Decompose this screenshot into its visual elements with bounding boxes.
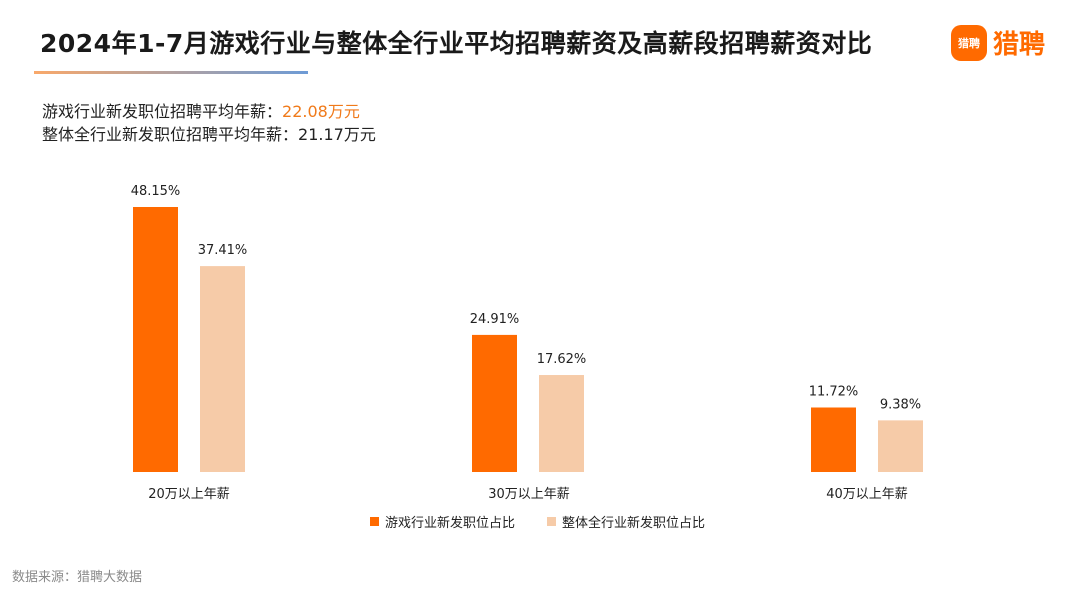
game-avg-salary-value: 22.08万元: [282, 102, 360, 121]
legend-item-overall: 整体全行业新发职位占比: [547, 512, 705, 531]
data-label-overall-0: 37.41%: [198, 243, 248, 258]
category-label-2: 40万以上年薪: [826, 487, 908, 502]
legend-label-game: 游戏行业新发职位占比: [385, 516, 516, 531]
title-underline: [34, 71, 308, 74]
category-label-1: 30万以上年薪: [488, 487, 570, 502]
game-avg-salary-line: 游戏行业新发职位招聘平均年薪：22.08万元: [42, 98, 360, 122]
legend-item-game: 游戏行业新发职位占比: [370, 512, 515, 531]
overall-avg-salary-value: 21.17万元: [298, 125, 376, 144]
category-label-0: 20万以上年薪: [148, 487, 230, 502]
overall-avg-salary-label: 整体全行业新发职位招聘平均年薪：: [42, 125, 299, 144]
data-label-overall-2: 9.38%: [880, 397, 921, 412]
legend-swatch-overall: [547, 517, 557, 526]
bar-game-2: [811, 407, 856, 472]
game-avg-salary-label: 游戏行业新发职位招聘平均年薪：: [42, 102, 283, 121]
data-label-game-0: 48.15%: [131, 184, 181, 199]
bar-game-1: [472, 334, 517, 472]
logo-text: 猎聘: [993, 30, 1046, 60]
bar-overall-0: [200, 266, 245, 472]
overall-avg-salary-line: 整体全行业新发职位招聘平均年薪：21.17万元: [42, 121, 376, 145]
data-label-game-1: 24.91%: [470, 312, 520, 327]
legend-label-overall: 整体全行业新发职位占比: [562, 516, 706, 531]
chart-legend: 游戏行业新发职位占比 整体全行业新发职位占比: [370, 512, 737, 531]
liepin-logo: 猎聘 猎聘: [951, 24, 1045, 61]
bar-overall-1: [539, 375, 584, 472]
legend-swatch-game: [370, 517, 379, 526]
chart-title: 2024年1-7月游戏行业与整体全行业平均招聘薪资及高薪段招聘薪资对比: [40, 29, 873, 58]
data-label-overall-1: 17.62%: [537, 352, 587, 367]
data-label-game-2: 11.72%: [809, 384, 859, 399]
data-source: 数据来源：猎聘大数据: [12, 570, 143, 585]
logo-badge-icon: 猎聘: [951, 24, 987, 61]
bar-overall-2: [878, 420, 923, 472]
bar-game-0: [133, 207, 178, 472]
